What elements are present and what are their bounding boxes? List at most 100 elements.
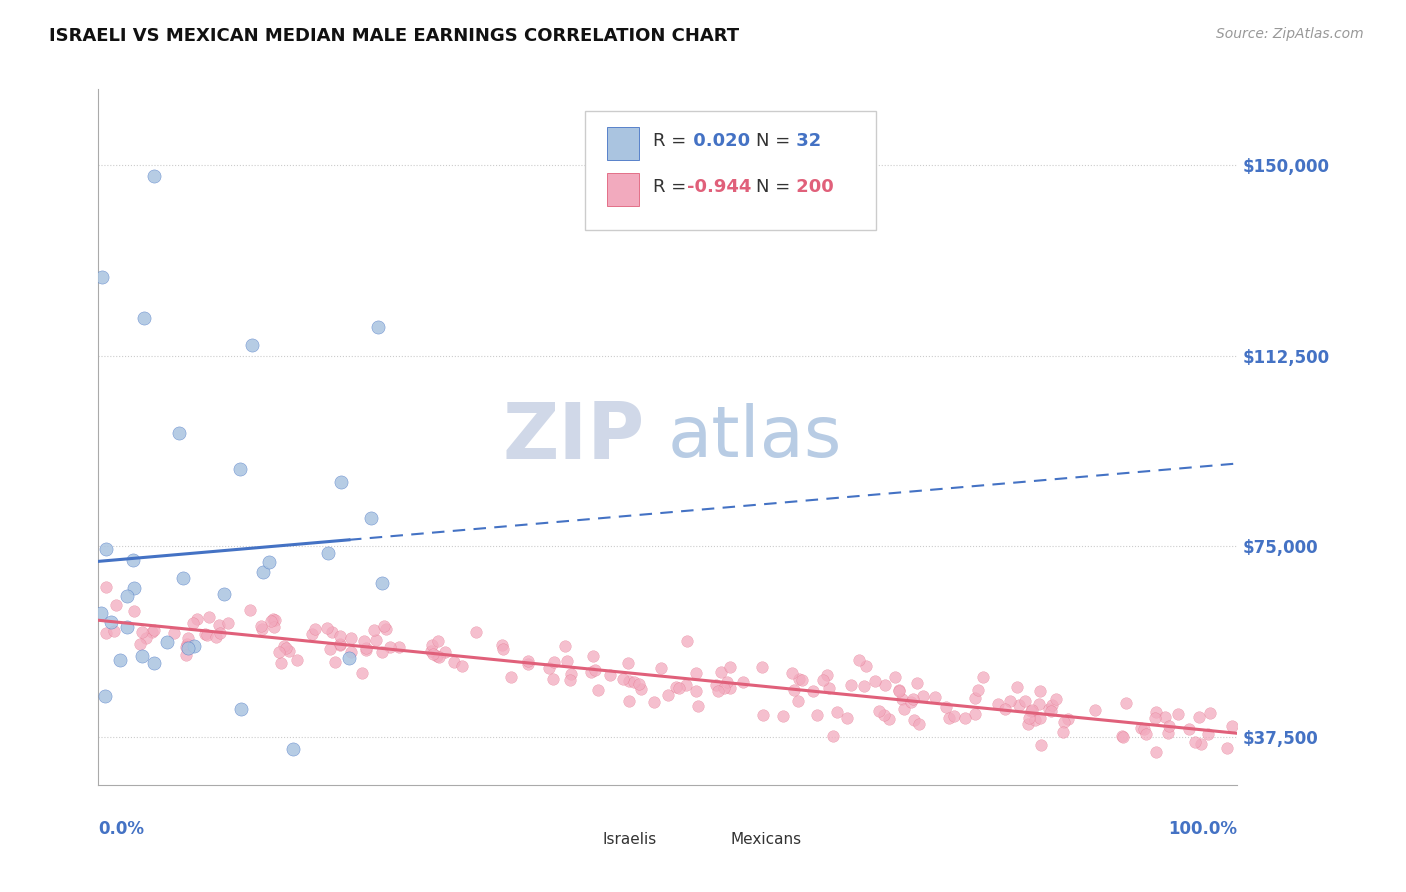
FancyBboxPatch shape xyxy=(607,127,640,161)
Point xyxy=(491,638,513,652)
FancyBboxPatch shape xyxy=(571,830,596,851)
Point xyxy=(96,580,118,594)
Point xyxy=(685,665,707,680)
Point xyxy=(517,654,540,668)
Point xyxy=(339,645,361,659)
Point xyxy=(582,649,605,664)
Point xyxy=(364,633,387,648)
Text: N =: N = xyxy=(755,132,796,151)
Point xyxy=(943,709,966,723)
Point xyxy=(212,587,235,601)
Point xyxy=(675,678,697,692)
Text: Israelis: Israelis xyxy=(603,831,657,847)
FancyBboxPatch shape xyxy=(699,830,724,851)
Text: N =: N = xyxy=(755,178,796,195)
Point xyxy=(267,645,290,659)
Point xyxy=(709,665,731,679)
Point xyxy=(908,717,931,731)
Point xyxy=(783,683,806,698)
Point xyxy=(420,644,443,658)
Point xyxy=(156,635,179,649)
Point xyxy=(617,694,640,708)
Point xyxy=(665,680,688,694)
Point xyxy=(543,672,565,686)
Point xyxy=(1199,706,1222,721)
Point xyxy=(231,702,253,716)
Point xyxy=(707,683,730,698)
Point xyxy=(555,654,578,668)
Point xyxy=(181,615,204,630)
Point xyxy=(259,555,281,569)
Point xyxy=(731,674,754,689)
Text: atlas: atlas xyxy=(668,402,842,472)
Point xyxy=(817,667,839,681)
Point xyxy=(316,621,339,635)
Point xyxy=(1021,703,1043,717)
Point xyxy=(938,711,960,725)
Text: 0.0%: 0.0% xyxy=(98,820,145,838)
Point xyxy=(1112,730,1135,744)
Point xyxy=(371,576,394,591)
Point xyxy=(994,702,1017,716)
Point xyxy=(1157,719,1180,733)
Point xyxy=(1045,692,1067,706)
Point xyxy=(274,641,297,656)
Point xyxy=(537,661,560,675)
Point xyxy=(612,672,634,686)
Point xyxy=(650,661,672,675)
Point xyxy=(115,620,138,634)
Point xyxy=(375,623,398,637)
Point xyxy=(501,670,523,684)
Point xyxy=(135,631,157,645)
Point xyxy=(643,695,665,709)
Point xyxy=(450,659,472,673)
Point xyxy=(1000,693,1022,707)
Point xyxy=(1144,745,1167,759)
Point xyxy=(1084,703,1107,717)
Point xyxy=(131,624,153,639)
Point xyxy=(176,637,198,651)
Text: 100.0%: 100.0% xyxy=(1168,820,1237,838)
Point xyxy=(420,639,443,653)
Point xyxy=(174,648,197,662)
Point xyxy=(868,705,890,719)
Point xyxy=(630,681,652,696)
Point xyxy=(301,627,323,641)
Point xyxy=(132,310,155,325)
Point xyxy=(1157,726,1180,740)
Point xyxy=(599,668,621,682)
Point xyxy=(1052,725,1074,739)
Point xyxy=(965,691,987,706)
Point xyxy=(877,712,900,726)
Point xyxy=(340,631,363,645)
Point xyxy=(360,511,382,525)
Text: Mexicans: Mexicans xyxy=(731,831,801,847)
Point xyxy=(718,659,741,673)
Point xyxy=(1017,717,1039,731)
Point xyxy=(177,631,200,645)
Point xyxy=(263,620,285,634)
Point xyxy=(129,637,152,651)
Point xyxy=(558,673,581,687)
Point xyxy=(304,622,326,636)
Point xyxy=(323,655,346,669)
Point xyxy=(1167,706,1189,721)
Point xyxy=(443,656,465,670)
Point xyxy=(889,682,911,697)
Point xyxy=(1130,721,1153,735)
Point xyxy=(422,647,444,661)
Point xyxy=(517,657,540,672)
Point xyxy=(285,652,308,666)
Point xyxy=(873,708,896,723)
Point xyxy=(905,675,928,690)
Point xyxy=(716,675,738,690)
Point xyxy=(1144,705,1167,719)
Point xyxy=(352,666,374,681)
Point xyxy=(1029,683,1052,698)
Point xyxy=(821,729,844,743)
Point xyxy=(1039,704,1062,718)
Point xyxy=(628,677,651,691)
Point xyxy=(1024,713,1046,727)
Point xyxy=(825,706,848,720)
Point xyxy=(772,708,794,723)
